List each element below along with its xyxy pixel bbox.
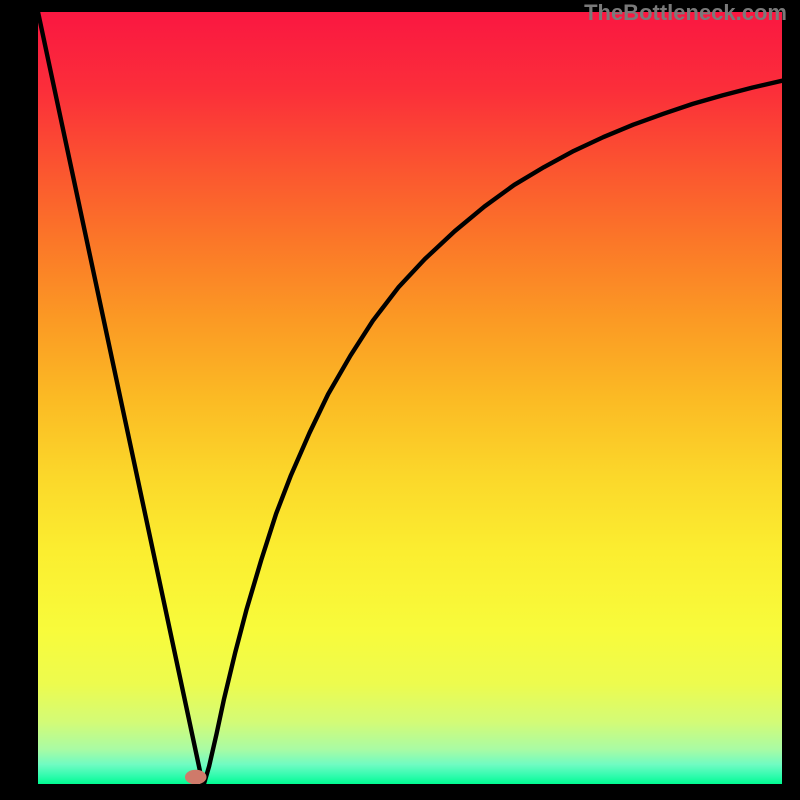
gradient-background (38, 12, 782, 784)
bottleneck-chart (38, 12, 782, 784)
chart-frame: TheBottleneck.com (0, 0, 800, 800)
optimum-marker (185, 770, 207, 784)
watermark-text: TheBottleneck.com (584, 0, 787, 26)
